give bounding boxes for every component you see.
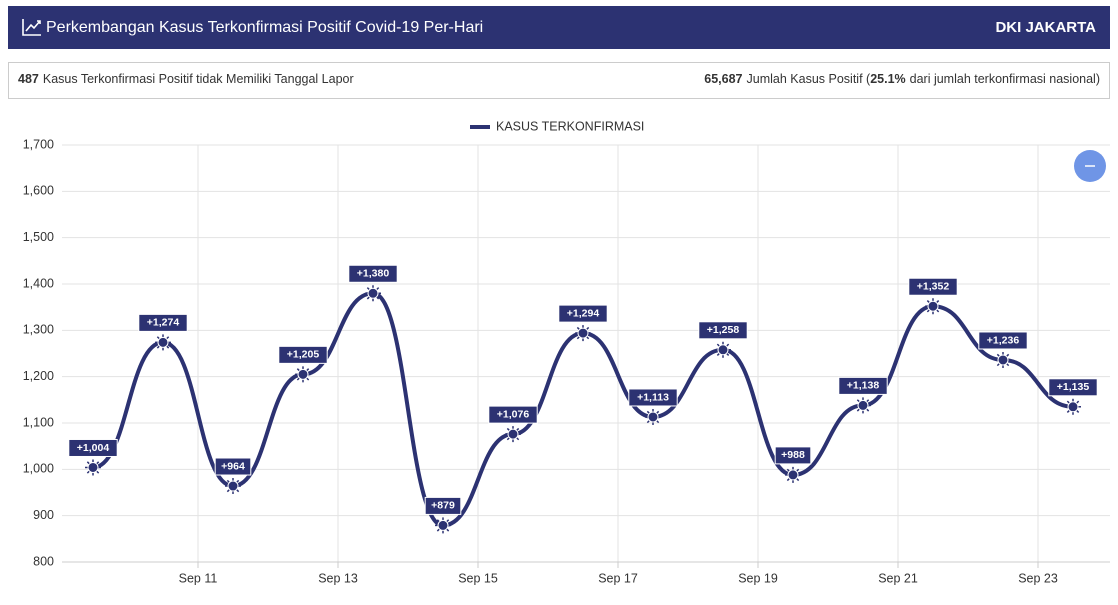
y-tick-label: 900: [33, 508, 54, 522]
data-label: +1,138: [847, 380, 880, 392]
y-tick-label: 1,200: [23, 369, 54, 383]
right-count: 65,687: [704, 72, 742, 86]
right-pct: 25.1%: [870, 72, 905, 86]
marker-body: [87, 461, 99, 473]
y-tick-label: 1,500: [23, 230, 54, 244]
data-label-bg: [908, 277, 958, 296]
virus-marker: [505, 426, 521, 443]
data-label: +1,352: [917, 281, 950, 293]
y-tick-label: 1,300: [23, 323, 54, 337]
header-bar: [8, 6, 1110, 49]
virus-marker: [225, 478, 241, 495]
marker-body: [157, 336, 169, 348]
y-tick-label: 1,700: [23, 137, 54, 151]
right-tail: dari jumlah terkonfirmasi nasional): [910, 72, 1100, 86]
virus-marker: [365, 285, 381, 302]
marker-body: [577, 327, 589, 339]
info-box: [8, 62, 1110, 99]
marker-body: [297, 368, 309, 380]
data-label-bg: [348, 264, 398, 283]
data-label-bg: [774, 446, 812, 465]
data-label: +1,236: [987, 334, 1020, 346]
marker-body: [787, 469, 799, 481]
y-tick-label: 1,400: [23, 276, 54, 290]
data-label: +1,004: [77, 442, 110, 454]
data-label: +1,294: [567, 307, 600, 319]
plot: 800 900 1,000 1,100 1,200 1,300 1,400 1,500 1,60…: [23, 119, 1110, 585]
x-tick-label: Sep 19: [738, 571, 778, 585]
data-label: +964: [221, 460, 245, 472]
info-right: 65,687 Jumlah Kasus Positif (25.1% dari ju…: [704, 72, 1100, 86]
virus-marker: [575, 325, 591, 342]
virus-marker: [925, 298, 941, 315]
virus-marker: [295, 366, 311, 383]
info-left: 487 Kasus Terkonfirmasi Positif tidak Mem…: [18, 72, 354, 86]
data-label: +988: [781, 449, 805, 461]
y-tick-label: 1,600: [23, 184, 54, 198]
y-tick-label: 1,100: [23, 415, 54, 429]
data-label-bg: [68, 438, 118, 457]
marker-body: [647, 411, 659, 423]
data-label-bg: [628, 388, 678, 407]
virus-marker: [855, 397, 871, 414]
header-region: DKI JAKARTA: [995, 19, 1096, 36]
data-label: +1,205: [287, 349, 320, 361]
y-tick-label: 800: [33, 554, 54, 568]
trend-icon: [22, 19, 41, 36]
data-label-bg: [138, 313, 188, 332]
marker-body: [437, 519, 449, 531]
data-label: +1,076: [497, 408, 530, 420]
virus-marker: [85, 459, 101, 476]
data-label-bg: [278, 345, 328, 364]
virus-marker: [435, 517, 451, 534]
virus-marker: [155, 334, 171, 351]
data-label-bg: [558, 304, 608, 323]
data-label-bg: [1048, 378, 1098, 397]
virus-marker: [715, 341, 731, 358]
data-label: +1,113: [637, 391, 669, 403]
x-tick-label: Sep 13: [318, 571, 358, 585]
marker-body: [857, 399, 869, 411]
data-label-bg: [488, 405, 538, 424]
left-text: Kasus Terkonfirmasi Positif tidak Memili…: [43, 72, 354, 86]
x-tick-label: Sep 23: [1018, 571, 1058, 585]
x-tick-label: Sep 11: [179, 571, 218, 585]
header-title: Perkembangan Kasus Terkonfirmasi Positif…: [46, 19, 483, 36]
data-label-bg: [424, 496, 462, 515]
x-tick-label: Sep 15: [458, 571, 498, 585]
virus-marker: [645, 408, 661, 425]
data-label-bg: [214, 457, 252, 476]
collapse-button[interactable]: [1074, 150, 1106, 182]
virus-marker: [1065, 398, 1081, 415]
marker-body: [997, 354, 1009, 366]
series-line: [92, 291, 1074, 528]
virus-marker: [785, 466, 801, 483]
y-tick-label: 1,000: [23, 462, 54, 476]
data-label-bg: [978, 331, 1028, 350]
data-label: +1,135: [1057, 381, 1090, 393]
data-label-bg: [698, 321, 748, 340]
data-label: +1,258: [707, 324, 740, 336]
data-label-bg: [838, 376, 888, 395]
data-label: +879: [431, 500, 455, 512]
marker-body: [227, 480, 239, 492]
marker-body: [927, 300, 939, 312]
data-label: +1,274: [147, 317, 180, 329]
marker-body: [507, 428, 519, 440]
x-tick-label: Sep 17: [598, 571, 638, 585]
left-count: 487: [18, 72, 39, 86]
legend-label: KASUS TERKONFIRMASI: [496, 119, 644, 133]
marker-body: [367, 287, 379, 299]
right-text: Jumlah Kasus Positif (: [747, 72, 871, 86]
virus-marker: [995, 351, 1011, 368]
marker-body: [717, 344, 729, 356]
data-label: +1,380: [357, 268, 390, 280]
marker-body: [1067, 401, 1079, 413]
x-tick-label: Sep 21: [878, 571, 918, 585]
